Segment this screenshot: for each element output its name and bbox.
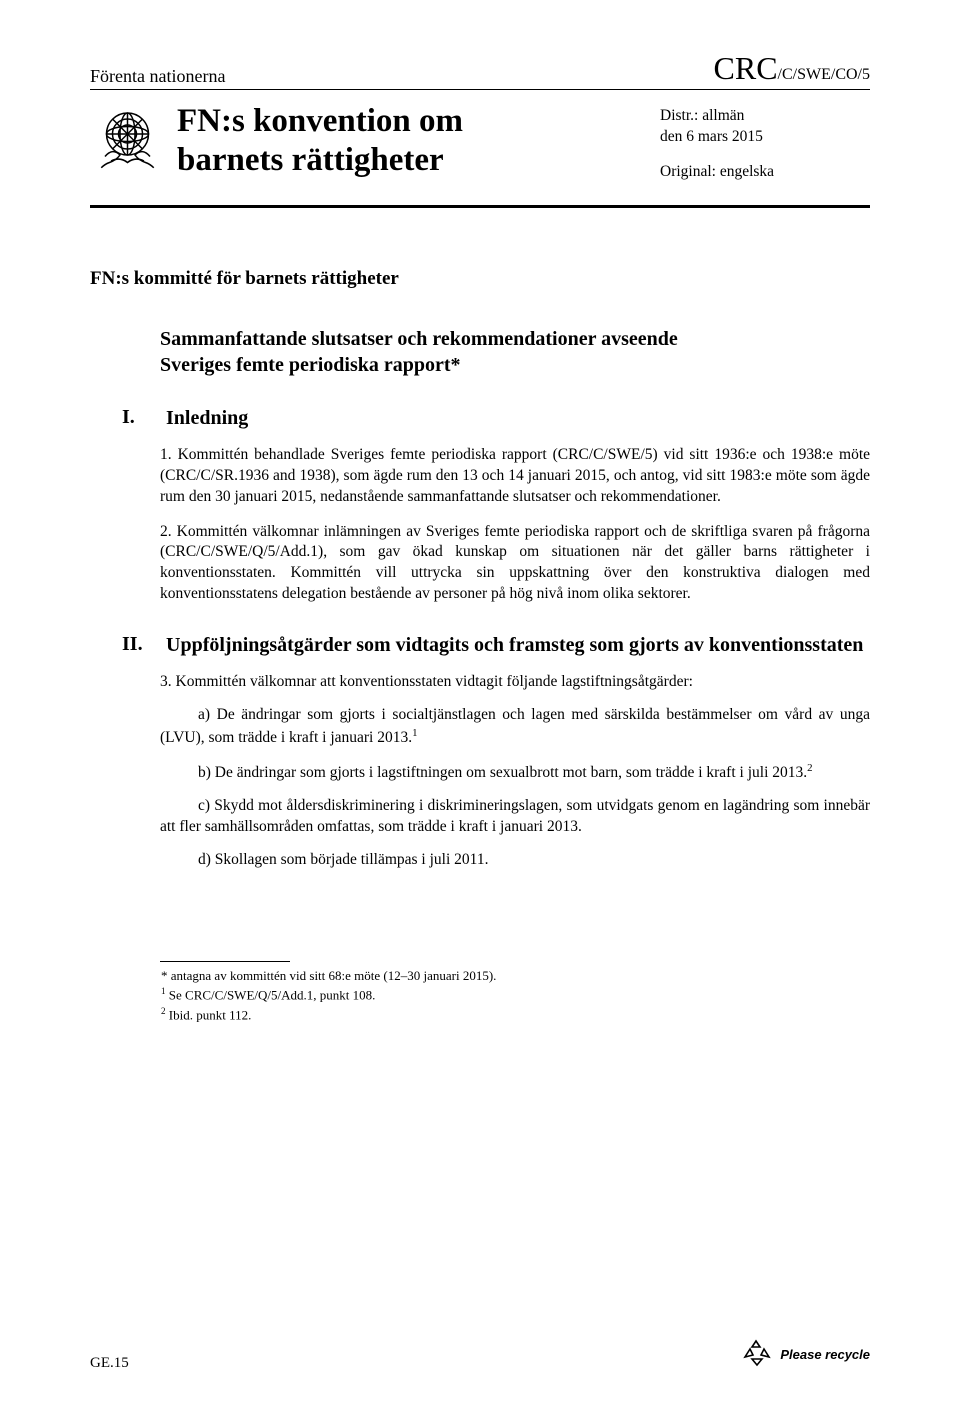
recycle-icon xyxy=(742,1337,772,1372)
ge-number: GE.15 xyxy=(90,1355,129,1372)
page-footer: GE.15 Please recycle xyxy=(90,1337,870,1372)
doc-symbol-small: /C/SWE/CO/5 xyxy=(778,66,870,83)
distr-line3: Original: engelska xyxy=(660,162,870,183)
distr-line2: den 6 mars 2015 xyxy=(660,127,870,148)
paragraph-3a: a) De ändringar som gjorts i socialtjäns… xyxy=(160,705,870,749)
committee-title: FN:s kommitté för barnets rättigheter xyxy=(90,268,870,290)
un-logo-icon xyxy=(90,104,165,169)
section-heading-1: I. Inledning xyxy=(122,406,870,431)
section-1-title: Inledning xyxy=(166,406,870,431)
section-2-roman: II. xyxy=(122,633,150,658)
organization-name: Förenta nationerna xyxy=(90,66,225,87)
distribution-block: Distr.: allmän den 6 mars 2015 Original:… xyxy=(660,106,870,183)
header-top-row: Förenta nationerna CRC/C/SWE/CO/5 xyxy=(90,50,870,90)
paragraph-3: 3. Kommittén välkomnar att konventionsst… xyxy=(160,672,870,693)
document-page: Förenta nationerna CRC/C/SWE/CO/5 xyxy=(0,0,960,1402)
convention-title: FN:s konvention om barnets rättigheter xyxy=(177,102,660,180)
paragraph-2: 2. Kommittén välkomnar inlämningen av Sv… xyxy=(160,522,870,606)
subtitle-line1: Sammanfattande slutsatser och rekommenda… xyxy=(160,328,678,350)
convention-title-line1: FN:s konvention om xyxy=(177,103,463,139)
subtitle-line2: Sveriges femte periodiska rapport xyxy=(160,354,451,376)
paragraph-3c: c) Skydd mot åldersdiskriminering i disk… xyxy=(160,796,870,838)
section-2-title: Uppföljningsåtgärder som vidtagits och f… xyxy=(166,633,870,658)
paragraph-3b: b) De ändringar som gjorts i lagstiftnin… xyxy=(160,761,870,784)
section-heading-2: II. Uppföljningsåtgärder som vidtagits o… xyxy=(122,633,870,658)
footnotes-separator xyxy=(160,961,290,962)
paragraph-1: 1. Kommittén behandlade Sveriges femte p… xyxy=(160,445,870,508)
footnote-2: 2 Ibid. punkt 112. xyxy=(175,1006,870,1024)
subtitle-footnote-marker: * xyxy=(451,354,461,376)
footnote-star: * antagna av kommittén vid sitt 68:e möt… xyxy=(175,968,870,984)
footnote-ref-2: 2 xyxy=(807,762,812,774)
paragraph-3d: d) Skollagen som började tillämpas i jul… xyxy=(160,850,870,871)
document-symbol: CRC/C/SWE/CO/5 xyxy=(714,50,870,87)
distr-line1: Distr.: allmän xyxy=(660,106,870,127)
document-subtitle: Sammanfattande slutsatser och rekommenda… xyxy=(160,326,870,378)
doc-symbol-big: CRC xyxy=(714,50,778,86)
recycle-text: Please recycle xyxy=(780,1347,870,1362)
recycle-block: Please recycle xyxy=(742,1337,870,1372)
footnote-ref-1: 1 xyxy=(412,727,417,739)
header-band: FN:s konvention om barnets rättigheter D… xyxy=(90,90,870,208)
convention-title-line2: barnets rättigheter xyxy=(177,142,444,178)
section-1-roman: I. xyxy=(122,406,150,431)
footnote-1: 1 Se CRC/C/SWE/Q/5/Add.1, punkt 108. xyxy=(175,986,870,1004)
